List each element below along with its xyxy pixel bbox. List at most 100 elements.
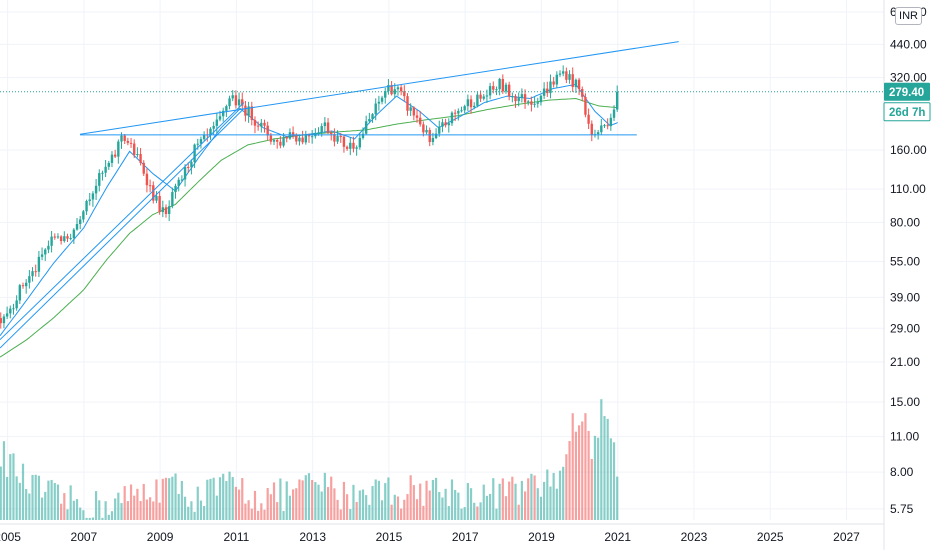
volume-bar (320, 491, 323, 520)
candle (323, 122, 327, 127)
volume-bar (101, 517, 104, 520)
candle (596, 132, 600, 135)
volume-bar (543, 481, 546, 520)
candle (174, 185, 177, 193)
volume-bar (237, 489, 241, 520)
trendline-rising-support-inner[interactable] (0, 108, 245, 349)
volume-bar (584, 413, 587, 520)
volume-bar (428, 490, 431, 520)
candle (590, 123, 593, 135)
last-price-badge[interactable] (884, 82, 930, 101)
volume-bar (288, 495, 292, 520)
volume-bar (203, 505, 206, 520)
volume-bar (419, 483, 422, 520)
volume-bar (180, 480, 183, 520)
candle (91, 193, 95, 200)
y-tick-label: 110.00 (890, 182, 926, 196)
volume-bar (276, 502, 279, 520)
candle (364, 121, 368, 134)
volume-bar (133, 495, 136, 520)
candle (295, 135, 298, 142)
candle (107, 162, 110, 167)
volume-bar (527, 478, 530, 520)
candle (326, 122, 330, 133)
volume-bar (361, 489, 365, 520)
candle (88, 199, 91, 201)
volume-bar (266, 487, 269, 520)
candle (498, 78, 501, 90)
candle (581, 88, 584, 97)
candle (428, 129, 431, 143)
volume-bar (536, 488, 539, 520)
volume-bar (69, 485, 72, 520)
volume-bar (609, 438, 612, 520)
candle (47, 245, 50, 250)
candle (606, 125, 609, 127)
volume-bar (291, 489, 295, 520)
volume-bar (603, 416, 606, 520)
volume-bar (326, 487, 330, 520)
volume-bar (12, 453, 15, 520)
candle (425, 129, 428, 133)
candle (101, 172, 104, 174)
candle (221, 110, 225, 117)
candle (129, 142, 133, 144)
candle (75, 223, 79, 230)
x-tick-label: 2017 (452, 530, 479, 544)
volume-bar (126, 501, 129, 520)
volume-bar (250, 508, 253, 520)
volume-bar (473, 502, 476, 520)
candle (298, 137, 301, 142)
candle (333, 134, 336, 142)
candle (148, 185, 152, 187)
trendline-upper-channel[interactable] (79, 41, 679, 135)
volume-bar (21, 463, 25, 520)
volume-bar (511, 476, 514, 520)
candle (266, 125, 269, 136)
candle (431, 138, 435, 143)
volume-bar (40, 497, 44, 520)
candle (123, 135, 126, 141)
volume-bar (225, 480, 228, 520)
volume-bar (336, 499, 339, 520)
candle (199, 139, 203, 144)
candle (209, 128, 212, 135)
volume-bar (489, 493, 492, 520)
volume-bar (387, 477, 390, 520)
candle (358, 137, 362, 148)
candle (63, 236, 66, 242)
volume-bar (501, 478, 504, 520)
volume-bar (508, 481, 511, 520)
candle (253, 120, 257, 126)
candle (342, 136, 346, 147)
volume-bar (234, 486, 238, 520)
candle (215, 119, 219, 126)
candle (539, 95, 543, 103)
volume-bar (257, 510, 260, 520)
candle (612, 109, 616, 118)
volume-bar (37, 475, 40, 520)
volume-bar (441, 497, 444, 520)
candle (288, 132, 292, 139)
volume-bar (311, 480, 314, 520)
volume-bar (152, 501, 155, 520)
currency-badge[interactable]: INR (895, 7, 922, 25)
candle (104, 166, 107, 173)
volume-bar (450, 479, 454, 520)
y-tick-label: 29.00 (890, 321, 920, 335)
candle (533, 103, 536, 105)
volume-bar (396, 496, 400, 520)
candle (485, 95, 489, 97)
volume-bar (44, 491, 47, 520)
volume-bar (269, 494, 272, 520)
y-tick-label: 440.00 (890, 37, 927, 51)
volume-bar (120, 503, 123, 520)
volume-bar (498, 483, 501, 520)
volume-bar (279, 478, 282, 520)
volume-bar (56, 484, 60, 520)
candle (139, 154, 142, 163)
volume-bar (571, 413, 574, 520)
candle (34, 271, 37, 273)
trendline-rising-support[interactable] (0, 102, 245, 341)
